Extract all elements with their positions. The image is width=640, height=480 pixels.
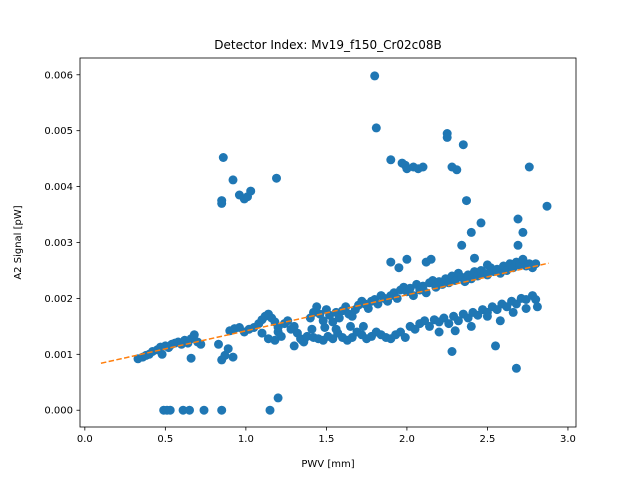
- data-point: [289, 321, 299, 331]
- x-tick-label: 3.0: [560, 434, 576, 445]
- data-point: [312, 302, 322, 312]
- data-point: [513, 214, 523, 224]
- x-tick-label: 0.0: [77, 434, 93, 445]
- y-tick-label: 0.006: [44, 70, 73, 81]
- data-point: [452, 165, 462, 175]
- data-point: [426, 254, 436, 264]
- data-point: [447, 347, 457, 356]
- data-point: [532, 302, 542, 312]
- data-point: [217, 405, 227, 415]
- data-point: [476, 218, 486, 228]
- data-point: [466, 321, 476, 331]
- data-point: [508, 307, 518, 317]
- data-point: [270, 335, 280, 345]
- data-point: [450, 326, 460, 336]
- data-point: [228, 175, 238, 185]
- data-point: [458, 140, 468, 150]
- data-point: [223, 344, 233, 354]
- x-tick-label: 2.5: [479, 434, 495, 445]
- data-point: [531, 259, 541, 269]
- data-point: [466, 227, 476, 237]
- data-point: [189, 330, 199, 340]
- data-point: [495, 316, 505, 326]
- data-point: [272, 173, 281, 183]
- x-axis-label: PWV [mm]: [301, 459, 354, 470]
- data-point: [246, 186, 256, 196]
- plot-frame: [79, 57, 577, 428]
- data-point: [265, 405, 275, 415]
- y-tick-label: 0.005: [44, 126, 73, 137]
- data-point: [217, 198, 227, 208]
- data-point: [218, 153, 228, 162]
- data-point: [434, 327, 444, 337]
- data-point: [273, 393, 283, 403]
- data-point: [402, 254, 412, 264]
- y-tick-label: 0.002: [44, 294, 73, 305]
- y-axis-ticks: 0.000 0.001 0.002 0.003 0.004 0.005 0.006: [44, 70, 80, 417]
- data-point: [178, 405, 188, 415]
- data-point: [370, 71, 380, 81]
- x-tick-label: 0.5: [157, 434, 173, 445]
- chart-title: Detector Index: Mv19_f150_Cr02c08B: [214, 38, 442, 52]
- data-point: [320, 323, 330, 332]
- data-point: [491, 341, 500, 351]
- data-point: [371, 123, 381, 133]
- data-point: [453, 316, 463, 326]
- data-point: [462, 196, 471, 206]
- data-point: [531, 295, 541, 304]
- data-point: [257, 328, 267, 338]
- data-point: [394, 263, 404, 273]
- x-tick-label: 2.0: [399, 434, 415, 445]
- data-point: [524, 162, 534, 172]
- data-point: [400, 333, 410, 342]
- fit-line: [100, 262, 549, 364]
- data-point: [358, 321, 368, 331]
- data-point: [346, 321, 355, 331]
- y-tick-label: 0.001: [44, 350, 73, 361]
- data-point: [457, 240, 467, 250]
- data-point: [328, 317, 338, 327]
- data-point: [157, 349, 167, 359]
- data-point: [405, 283, 415, 293]
- data-point: [482, 260, 492, 270]
- data-point: [307, 324, 317, 334]
- x-tick-label: 1.0: [238, 434, 254, 445]
- data-point: [186, 353, 196, 363]
- data-point: [444, 319, 454, 329]
- data-point: [518, 227, 528, 237]
- data-point: [220, 350, 230, 360]
- data-point: [363, 304, 373, 313]
- y-tick-label: 0.004: [44, 182, 73, 193]
- y-tick-label: 0.000: [44, 406, 73, 417]
- data-point: [199, 405, 209, 415]
- y-tick-label: 0.003: [44, 238, 73, 249]
- data-point: [185, 405, 194, 415]
- scatter-points: [133, 71, 552, 415]
- data-point: [542, 201, 552, 211]
- data-point: [347, 311, 357, 321]
- data-point: [511, 363, 521, 373]
- data-point: [470, 253, 479, 263]
- x-axis-ticks: 0.0 0.5 1.0 1.5 2.0 2.5 3.0: [77, 427, 576, 445]
- data-point: [331, 324, 341, 334]
- data-point: [214, 339, 223, 349]
- data-point: [418, 162, 428, 172]
- x-tick-label: 1.5: [318, 434, 334, 445]
- data-point: [228, 352, 238, 362]
- y-axis-label: A2 Signal [pW]: [13, 205, 24, 279]
- data-point: [442, 132, 452, 142]
- data-point: [518, 254, 528, 264]
- data-point: [425, 321, 434, 331]
- data-point: [386, 257, 396, 267]
- data-point: [334, 313, 344, 323]
- data-point: [165, 405, 175, 415]
- data-point: [513, 240, 523, 250]
- data-point: [482, 311, 492, 321]
- data-point: [289, 341, 299, 351]
- data-point: [386, 155, 396, 165]
- data-point: [521, 304, 531, 313]
- data-point: [392, 293, 402, 303]
